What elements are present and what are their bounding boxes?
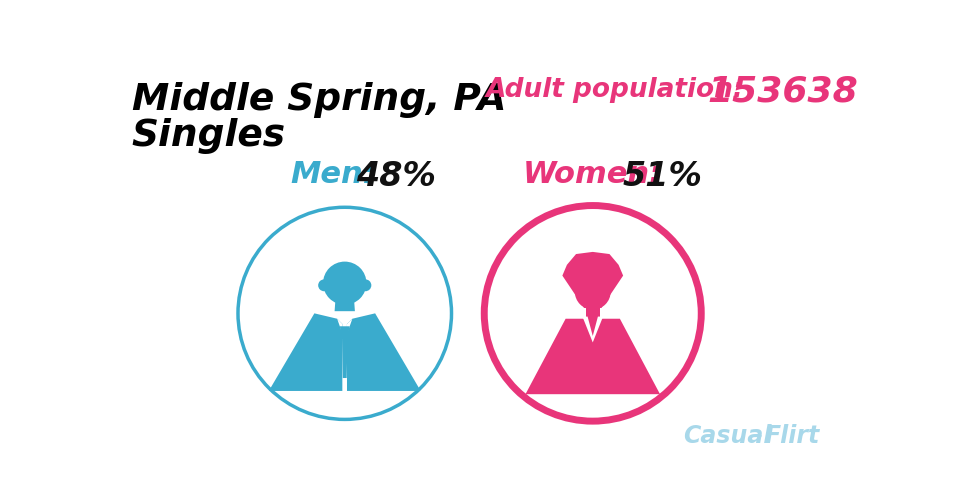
- Circle shape: [359, 280, 372, 292]
- Polygon shape: [525, 319, 660, 394]
- Polygon shape: [269, 314, 343, 391]
- Text: Adult population:: Adult population:: [486, 77, 744, 103]
- Text: Flirt: Flirt: [765, 423, 820, 447]
- Polygon shape: [337, 319, 352, 391]
- Polygon shape: [586, 303, 600, 322]
- Circle shape: [575, 275, 611, 310]
- Text: Singles: Singles: [132, 118, 286, 154]
- Polygon shape: [563, 253, 623, 308]
- Polygon shape: [583, 317, 603, 343]
- Text: Men:: Men:: [291, 160, 375, 189]
- Polygon shape: [335, 299, 355, 312]
- Text: Women:: Women:: [523, 160, 662, 189]
- Polygon shape: [340, 327, 349, 378]
- Circle shape: [484, 206, 701, 421]
- Text: -: -: [754, 423, 762, 447]
- Text: 153638: 153638: [708, 74, 858, 108]
- Circle shape: [318, 280, 330, 292]
- Circle shape: [324, 262, 367, 305]
- Text: Middle Spring, PA: Middle Spring, PA: [132, 82, 506, 118]
- Circle shape: [236, 206, 453, 421]
- Polygon shape: [347, 314, 420, 391]
- Text: 48%: 48%: [356, 160, 437, 193]
- Text: Casual: Casual: [683, 423, 771, 447]
- Text: 51%: 51%: [622, 160, 702, 193]
